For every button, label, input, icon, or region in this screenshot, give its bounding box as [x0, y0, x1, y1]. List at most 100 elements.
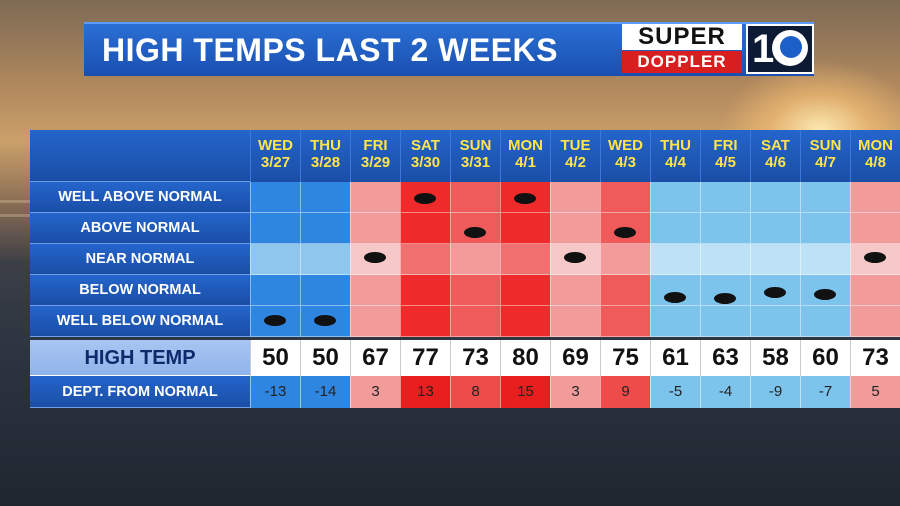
category-band-cell — [800, 306, 850, 337]
day-header: FRI 3/29 — [350, 130, 400, 182]
day-column: SUN 4/7 60 -7 — [800, 130, 850, 408]
row-label-below: BELOW NORMAL — [30, 275, 250, 306]
day-column: TUE 4/2 69 3 — [550, 130, 600, 408]
day-header: SUN 4/7 — [800, 130, 850, 182]
day-name: SUN — [809, 137, 842, 154]
category-band-cell — [600, 244, 650, 275]
temperature-dot — [564, 252, 586, 263]
category-band-cell — [750, 213, 800, 244]
category-band-cell — [400, 244, 450, 275]
day-date: 3/28 — [310, 154, 341, 171]
high-temp-value: 58 — [750, 340, 800, 376]
category-band-cell — [750, 182, 800, 213]
category-band-cell — [300, 244, 350, 275]
high-temp-value: 73 — [850, 340, 900, 376]
day-date: 4/1 — [515, 154, 536, 171]
category-band-cell — [350, 213, 400, 244]
departure-value: -5 — [650, 376, 700, 408]
category-band-cell — [500, 213, 550, 244]
day-column: WED 3/27 50 -13 — [250, 130, 300, 408]
category-band-cell — [400, 213, 450, 244]
row-label-dept: DEPT. FROM NORMAL — [30, 376, 250, 408]
temperature-table: WELL ABOVE NORMAL ABOVE NORMAL NEAR NORM… — [30, 130, 900, 408]
day-date: 4/7 — [815, 154, 836, 171]
day-date: 4/3 — [615, 154, 636, 171]
category-band-cell — [450, 182, 500, 213]
category-band-cell — [600, 275, 650, 306]
row-label-column: WELL ABOVE NORMAL ABOVE NORMAL NEAR NORM… — [30, 130, 250, 408]
category-band-cell — [350, 306, 400, 337]
category-band-cell — [450, 244, 500, 275]
category-band-cell — [700, 244, 750, 275]
day-header: WED 4/3 — [600, 130, 650, 182]
high-temp-value: 50 — [250, 340, 300, 376]
temperature-dot — [614, 227, 636, 238]
day-header: WED 3/27 — [250, 130, 300, 182]
super-doppler-logo: SUPER DOPPLER 10 — [620, 24, 816, 74]
category-band-cell — [300, 306, 350, 337]
departure-value: 3 — [350, 376, 400, 408]
day-header: SAT 4/6 — [750, 130, 800, 182]
category-band-cell — [400, 306, 450, 337]
category-band-cell — [500, 275, 550, 306]
category-band-cell — [550, 213, 600, 244]
category-band-cell — [750, 306, 800, 337]
category-band-cell — [700, 213, 750, 244]
day-column: FRI 4/5 63 -4 — [700, 130, 750, 408]
departure-value: 5 — [850, 376, 900, 408]
category-band-cell — [350, 182, 400, 213]
day-date: 4/4 — [665, 154, 686, 171]
day-header: THU 3/28 — [300, 130, 350, 182]
category-band-cell — [550, 306, 600, 337]
temperature-dot — [264, 315, 286, 326]
category-band-cell — [650, 244, 700, 275]
day-date: 4/8 — [865, 154, 886, 171]
high-temp-value: 75 — [600, 340, 650, 376]
day-header: SUN 3/31 — [450, 130, 500, 182]
category-band-cell — [850, 275, 900, 306]
day-date: 3/30 — [410, 154, 441, 171]
day-column: THU 4/4 61 -5 — [650, 130, 700, 408]
category-band-cell — [600, 182, 650, 213]
category-band-cell — [800, 244, 850, 275]
category-band-cell — [250, 182, 300, 213]
day-name: WED — [258, 137, 293, 154]
logo-super-text: SUPER — [622, 24, 742, 50]
day-column: THU 3/28 50 -14 — [300, 130, 350, 408]
row-label-well-below: WELL BELOW NORMAL — [30, 306, 250, 337]
departure-value: -13 — [250, 376, 300, 408]
day-header: MON 4/1 — [500, 130, 550, 182]
day-date: 3/31 — [460, 154, 491, 171]
category-band-cell — [750, 244, 800, 275]
temperature-dot — [864, 252, 886, 263]
temperature-dot — [714, 293, 736, 304]
page-title: HIGH TEMPS LAST 2 WEEKS — [102, 32, 558, 68]
day-name: TUE — [560, 137, 591, 154]
departure-value: -4 — [700, 376, 750, 408]
day-date: 4/6 — [765, 154, 786, 171]
day-name: SAT — [411, 137, 440, 154]
day-date: 4/5 — [715, 154, 736, 171]
day-name: MON — [858, 137, 893, 154]
category-band-cell — [300, 182, 350, 213]
category-band-cell — [250, 275, 300, 306]
logo-doppler-text: DOPPLER — [622, 51, 742, 73]
high-temp-value: 67 — [350, 340, 400, 376]
category-band-cell — [800, 213, 850, 244]
high-temp-value: 61 — [650, 340, 700, 376]
category-band-cell — [650, 213, 700, 244]
temperature-dot — [814, 289, 836, 300]
day-column: MON 4/1 80 15 — [500, 130, 550, 408]
row-label-near: NEAR NORMAL — [30, 244, 250, 275]
category-band-cell — [300, 275, 350, 306]
day-header: THU 4/4 — [650, 130, 700, 182]
departure-value: 8 — [450, 376, 500, 408]
day-column: SAT 3/30 77 13 — [400, 130, 450, 408]
temperature-dot — [414, 193, 436, 204]
category-band-cell — [850, 182, 900, 213]
category-band-cell — [500, 244, 550, 275]
day-header: MON 4/8 — [850, 130, 900, 182]
day-date: 3/27 — [260, 154, 291, 171]
day-name: WED — [608, 137, 643, 154]
row-label-above: ABOVE NORMAL — [30, 213, 250, 244]
